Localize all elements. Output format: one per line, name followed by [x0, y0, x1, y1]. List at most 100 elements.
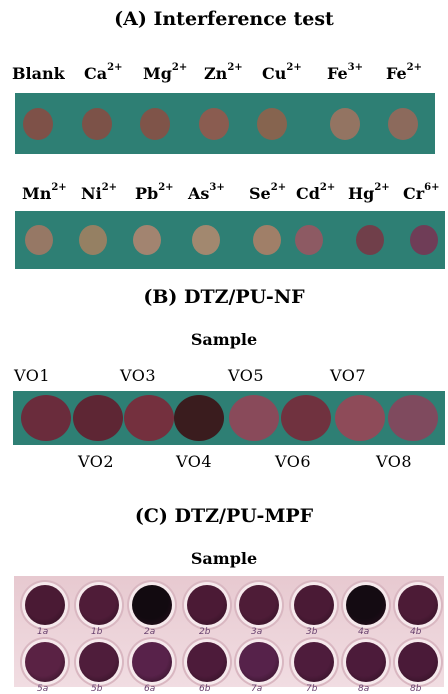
- sample-well: [398, 642, 438, 682]
- sample-well: [294, 585, 334, 625]
- sample-label: VO3: [120, 366, 157, 385]
- ion-name: Fe: [327, 64, 348, 83]
- panel-a-title: (A) Interference test: [114, 8, 334, 30]
- sample-label: VO7: [330, 366, 367, 385]
- ion-label: As3+: [188, 182, 225, 203]
- panel-c-subtitle: Sample: [190, 549, 258, 568]
- ion-label: Fe2+: [386, 62, 422, 83]
- ion-charge: 2+: [171, 62, 188, 73]
- sample-well: [239, 642, 279, 682]
- ion-name: Cr: [403, 184, 425, 203]
- sample-well: [25, 585, 65, 625]
- ion-charge: 6+: [424, 182, 440, 193]
- color-spot: [388, 395, 438, 441]
- ion-charge: 2+: [101, 182, 118, 193]
- color-spot: [388, 108, 418, 140]
- well-label: 8b: [410, 684, 422, 694]
- color-spot: [23, 108, 53, 140]
- well-label: 5b: [91, 684, 103, 694]
- ion-charge: 2+: [286, 62, 302, 73]
- ion-label: Se2+: [249, 182, 287, 203]
- color-spot: [295, 225, 323, 255]
- sample-well: [398, 585, 438, 625]
- sample-well: [346, 585, 386, 625]
- sample-label: VO2: [78, 452, 115, 471]
- well-label: 6b: [199, 684, 211, 694]
- color-spot: [253, 225, 281, 255]
- ion-name: Pb: [135, 184, 159, 203]
- ion-name: Cu: [262, 64, 287, 83]
- ion-charge: 2+: [319, 182, 336, 193]
- color-spot: [133, 225, 161, 255]
- ion-name: Se: [249, 184, 271, 203]
- well-label: 4b: [410, 627, 422, 637]
- color-spot: [335, 395, 385, 441]
- ion-label: Ni2+: [81, 182, 118, 203]
- well-label: 2b: [199, 627, 211, 637]
- panel-c-title: (C) DTZ/PU-MPF: [134, 505, 314, 527]
- color-spot: [140, 108, 170, 140]
- well-label: 3a: [251, 627, 263, 637]
- ion-label: Blank: [12, 64, 65, 83]
- ion-name: Mg: [143, 64, 172, 83]
- ion-charge: 3+: [347, 62, 364, 73]
- ion-label: Pb2+: [135, 182, 174, 203]
- color-spot: [82, 108, 112, 140]
- color-spot: [330, 108, 360, 140]
- ion-name: Blank: [12, 64, 65, 83]
- well-label: 6a: [144, 684, 156, 694]
- color-spot: [73, 395, 123, 441]
- panel-b-subtitle: Sample: [190, 330, 258, 349]
- well-label: 4a: [358, 627, 370, 637]
- ion-label: Cd2+: [296, 182, 336, 203]
- ion-charge: 3+: [209, 182, 225, 193]
- ion-charge: 2+: [158, 182, 174, 193]
- sample-well: [132, 642, 172, 682]
- sample-well: [25, 642, 65, 682]
- well-label: 1b: [91, 627, 103, 637]
- color-spot: [25, 225, 53, 255]
- sample-label: VO1: [14, 366, 51, 385]
- color-spot: [257, 108, 287, 140]
- ion-label: Ca2+: [84, 62, 123, 83]
- ion-label: Mn2+: [22, 182, 67, 203]
- well-label: 2a: [144, 627, 156, 637]
- ion-name: Zn: [204, 64, 228, 83]
- panel-b-strip: [13, 391, 445, 445]
- ion-name: Ca: [84, 64, 108, 83]
- ion-charge: 2+: [51, 182, 67, 193]
- ion-label: Fe3+: [327, 62, 364, 83]
- sample-label: VO8: [376, 452, 413, 471]
- ion-name: Hg: [348, 184, 375, 203]
- well-plate-photo: 1a 1b 2a 2b 3a 3b 4a 4b 5a 5b 6a 6b 7a 7b 8a 8b: [14, 576, 444, 694]
- sample-well: [79, 642, 119, 682]
- color-spot: [174, 395, 224, 441]
- color-spot: [281, 395, 331, 441]
- panel-b-title: (B) DTZ/PU-NF: [143, 286, 305, 308]
- ion-label: Cu2+: [262, 62, 302, 83]
- color-spot: [356, 225, 384, 255]
- sample-label: VO5: [228, 366, 265, 385]
- color-spot: [79, 225, 107, 255]
- ion-name: Ni: [81, 184, 102, 203]
- color-spot: [410, 225, 438, 255]
- panel-a-strip-1: [15, 93, 435, 154]
- ion-name: Fe: [386, 64, 407, 83]
- ion-charge: 2+: [270, 182, 287, 193]
- sample-well: [79, 585, 119, 625]
- ion-charge: 2+: [374, 182, 390, 193]
- sample-well: [132, 585, 172, 625]
- well-label: 5a: [37, 684, 49, 694]
- sample-label: VO6: [275, 452, 312, 471]
- ion-label: Zn2+: [204, 62, 243, 83]
- sample-well: [187, 585, 227, 625]
- ion-charge: 2+: [227, 62, 243, 73]
- ion-charge: 2+: [107, 62, 123, 73]
- ion-label: Mg2+: [143, 62, 188, 83]
- ion-name: As: [188, 184, 210, 203]
- well-label: 1a: [37, 627, 49, 637]
- color-spot: [199, 108, 229, 140]
- color-spot: [21, 395, 71, 441]
- ion-name: Cd: [296, 184, 320, 203]
- well-label: 8a: [358, 684, 370, 694]
